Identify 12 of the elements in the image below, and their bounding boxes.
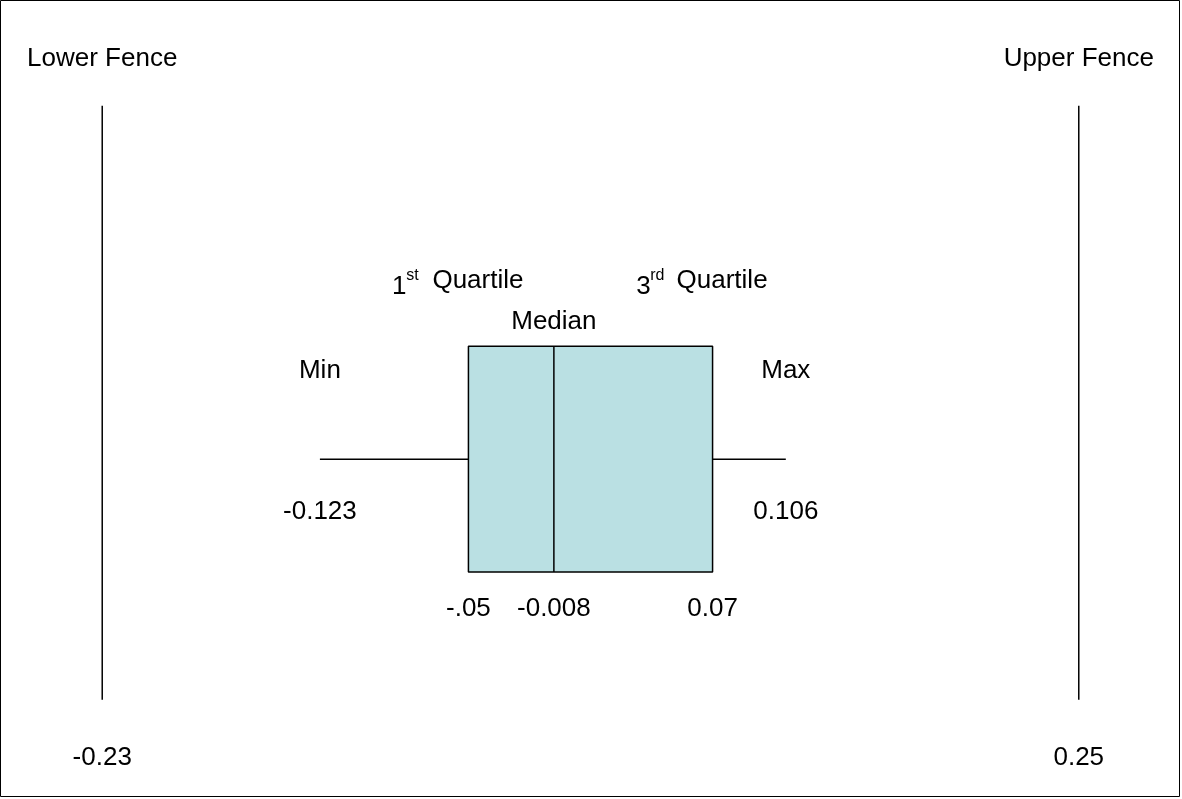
annotation: 0.106 (753, 494, 819, 525)
annotation: Max (761, 353, 811, 384)
annotation: -0.123 (283, 494, 357, 525)
annotation: Min (298, 353, 341, 384)
annotation: -0.23 (72, 741, 132, 772)
ref-line-label: Upper Fence (1003, 41, 1154, 72)
annotation: 0.25 (1053, 741, 1105, 772)
x-tick-label: -.05 (446, 592, 491, 623)
ref-line-label: Lower Fence (27, 41, 178, 72)
x-tick-label: 0.07 (687, 592, 738, 623)
annotation: Median (511, 305, 597, 336)
x-tick-label: -0.008 (517, 592, 591, 623)
